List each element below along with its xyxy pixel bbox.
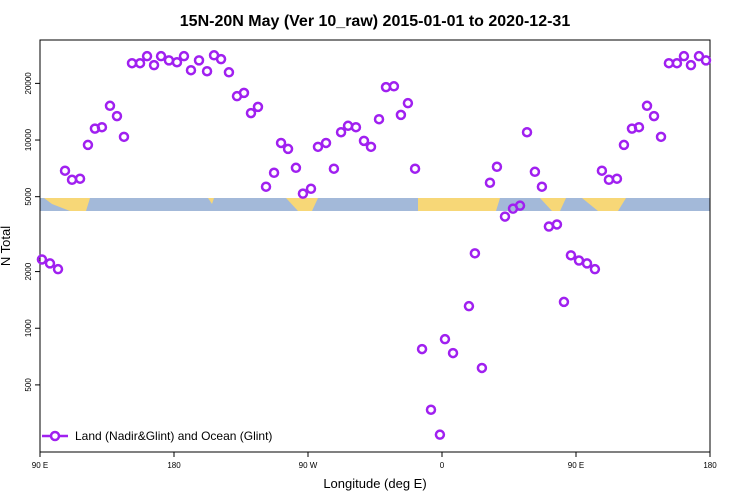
y-tick-label: 10000: [24, 128, 33, 151]
point: [36, 254, 48, 265]
y-tick-label: 2000: [24, 262, 33, 280]
point: [439, 333, 451, 345]
point: [275, 137, 287, 149]
point: [529, 166, 541, 178]
point: [134, 57, 146, 69]
point: [373, 113, 385, 125]
y-tick-label: 1000: [24, 319, 33, 337]
point: [425, 404, 437, 415]
point: [66, 174, 78, 186]
point: [104, 100, 116, 112]
point: [155, 50, 167, 62]
point: [260, 181, 272, 192]
point: [388, 81, 400, 92]
point: [463, 300, 475, 312]
point: [245, 107, 257, 119]
legend-label: Land (Nadir&Glint) and Ocean (Glint): [75, 429, 272, 443]
point: [641, 100, 653, 112]
plot-frame: [39, 39, 711, 453]
point: [596, 165, 608, 176]
point: [178, 50, 190, 62]
point: [141, 50, 153, 62]
point: [342, 120, 354, 132]
y-tick-label: 5000: [24, 187, 33, 205]
point: [290, 162, 302, 174]
point: [484, 177, 496, 188]
point: [565, 250, 577, 261]
x-tick-label: 180: [167, 461, 181, 470]
point: [82, 139, 94, 151]
point: [589, 263, 601, 275]
point: [434, 429, 446, 440]
point: [215, 53, 227, 65]
point: [543, 221, 555, 232]
y-tick-label: 20000: [24, 72, 33, 95]
point: [297, 188, 309, 199]
point: [193, 55, 205, 66]
point: [700, 55, 712, 66]
x-axis-label: Longitude (deg E): [323, 476, 426, 491]
point: [201, 65, 213, 77]
x-tick-label: 90 E: [568, 461, 584, 470]
point: [118, 131, 130, 143]
point: [671, 57, 683, 69]
point: [655, 131, 667, 143]
point: [603, 174, 615, 186]
legend-marker: [49, 430, 61, 442]
point: [611, 173, 623, 184]
point: [521, 126, 533, 138]
point: [52, 263, 64, 275]
point: [312, 141, 324, 153]
x-tick-label: 0: [440, 461, 445, 470]
point: [96, 121, 108, 133]
point: [320, 137, 332, 149]
y-tick-label: 500: [24, 378, 33, 392]
point: [74, 173, 86, 184]
point: [648, 110, 660, 122]
point: [238, 87, 250, 99]
point: [358, 135, 370, 147]
point: [416, 343, 428, 355]
point: [633, 121, 645, 133]
point: [185, 64, 197, 76]
point: [350, 121, 362, 133]
x-tick-label: 180: [703, 461, 717, 470]
point: [678, 50, 690, 62]
point: [469, 248, 481, 259]
point: [618, 139, 630, 151]
point: [59, 165, 71, 176]
y-axis-label: N Total: [0, 226, 13, 266]
point: [328, 163, 340, 174]
point: [558, 296, 570, 308]
point: [252, 101, 264, 113]
point: [447, 347, 459, 359]
point: [365, 141, 377, 153]
point: [111, 110, 123, 122]
point: [551, 219, 563, 230]
point: [223, 67, 235, 78]
point: [581, 258, 593, 269]
land-ocean-strip: [40, 198, 710, 211]
point: [44, 258, 56, 269]
point: [476, 362, 488, 374]
point: [148, 59, 160, 71]
point: [335, 126, 347, 138]
point: [395, 109, 407, 121]
chart-title: 15N-20N May (Ver 10_raw) 2015-01-01 to 2…: [180, 13, 571, 30]
point: [282, 143, 294, 155]
point: [163, 55, 175, 66]
x-tick-label: 90 W: [299, 461, 318, 470]
point: [402, 97, 414, 109]
point: [499, 211, 511, 222]
point: [491, 161, 503, 173]
point: [268, 167, 280, 179]
x-tick-label: 90 E: [32, 461, 48, 470]
point: [685, 59, 697, 71]
point: [409, 163, 421, 174]
point: [171, 56, 183, 68]
point: [514, 200, 526, 211]
point: [536, 181, 548, 192]
point: [305, 183, 317, 194]
